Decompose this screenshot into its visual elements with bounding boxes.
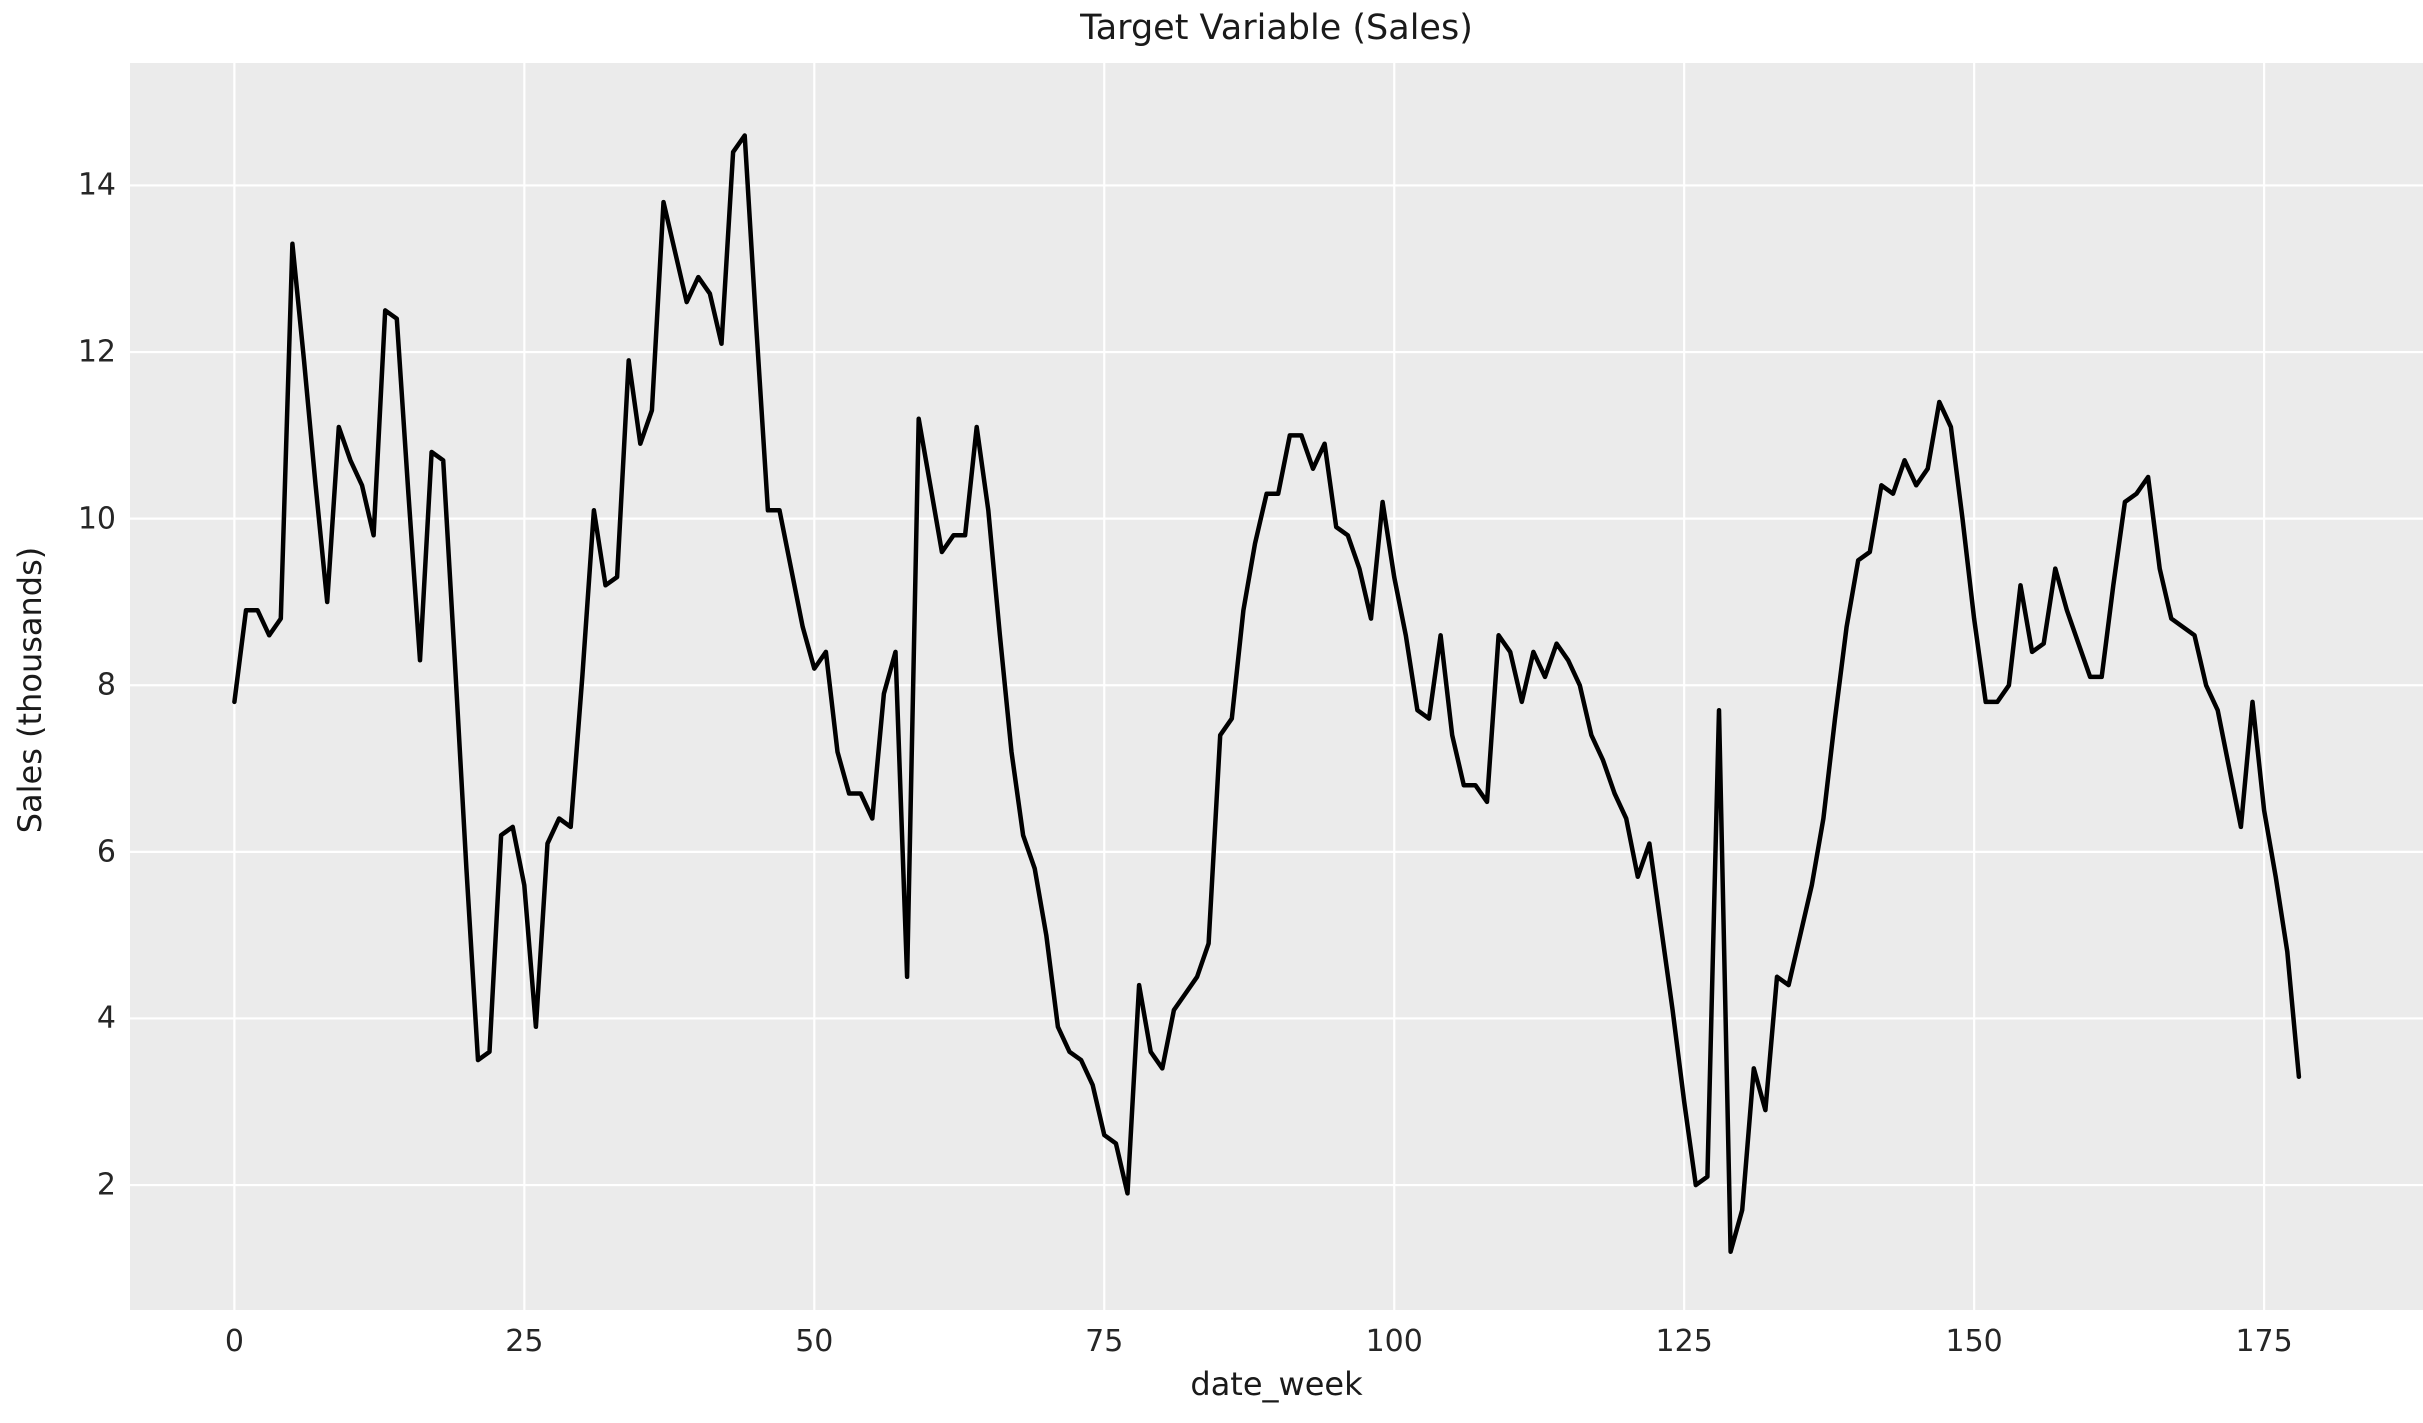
x-tick-label: 175 bbox=[2235, 1324, 2293, 1359]
y-tick-label: 8 bbox=[96, 667, 116, 703]
plot-area bbox=[130, 63, 2423, 1310]
y-tick-label: 6 bbox=[96, 834, 116, 870]
x-tick-label: 150 bbox=[1945, 1324, 2003, 1359]
y-tick-label: 2 bbox=[96, 1167, 116, 1203]
x-tick-label: 125 bbox=[1655, 1324, 1713, 1359]
chart-title: Target Variable (Sales) bbox=[1080, 8, 1473, 48]
x-axis-label: date_week bbox=[1190, 1365, 1363, 1403]
chart-canvas bbox=[130, 63, 2423, 1310]
y-tick-label: 4 bbox=[96, 1000, 116, 1036]
y-tick-label: 14 bbox=[77, 167, 116, 203]
sales-line-series bbox=[232, 133, 2302, 1254]
plot-background bbox=[130, 63, 2423, 1310]
x-tick-label: 75 bbox=[1085, 1324, 1124, 1359]
y-tick-label: 10 bbox=[77, 501, 116, 537]
y-tick-label: 12 bbox=[77, 334, 116, 370]
x-tick-label: 50 bbox=[795, 1324, 834, 1359]
x-tick-label: 25 bbox=[505, 1324, 544, 1359]
x-tick-label: 0 bbox=[224, 1324, 244, 1359]
x-tick-label: 100 bbox=[1365, 1324, 1423, 1359]
